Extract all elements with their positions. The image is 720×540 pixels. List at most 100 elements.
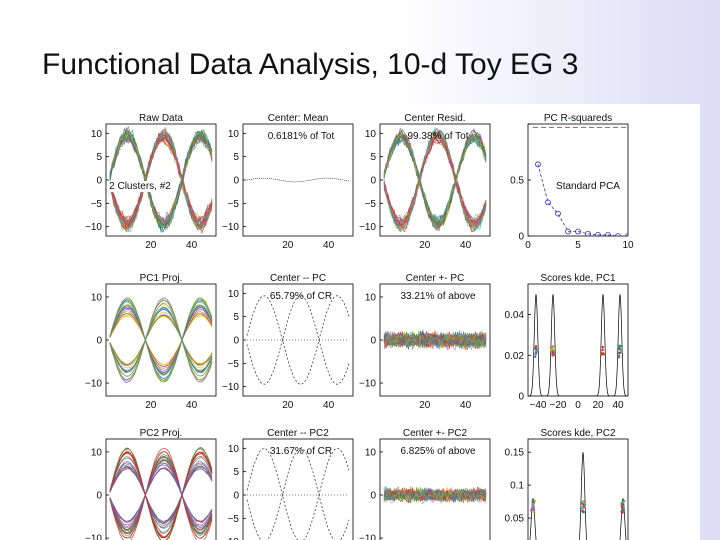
projection-curve xyxy=(109,464,213,526)
projection-curve xyxy=(109,300,213,380)
data-curve xyxy=(109,133,213,226)
y-tick-label: 0 xyxy=(96,176,102,187)
x-tick-label: 40 xyxy=(186,240,198,251)
y-tick-label: 0 xyxy=(370,491,376,502)
rsq-point xyxy=(615,233,621,236)
y-tick-label: −10 xyxy=(359,379,376,390)
projection-curve xyxy=(109,451,213,539)
x-tick-label: 40 xyxy=(612,400,624,411)
panel-p12: Center: Mean 10 5 0 −5 −10 20 40 0.6181% of Tot xyxy=(222,113,354,251)
pc-curve xyxy=(246,448,350,540)
data-curve xyxy=(383,132,487,228)
y-tick-label: 0.15 xyxy=(505,448,525,459)
projection-curve xyxy=(109,467,213,524)
projection-curve xyxy=(109,462,213,529)
panel-plot-area xyxy=(528,294,628,396)
kde-curve xyxy=(528,294,628,396)
pc-curve xyxy=(246,295,350,385)
panel-p23: Center +- PC 10 0 −10 20 40 33.21% of above xyxy=(359,273,491,411)
data-curve xyxy=(383,133,487,222)
data-curve xyxy=(109,135,213,223)
projection-curve xyxy=(109,466,213,523)
data-curve xyxy=(109,132,213,229)
projection-curve xyxy=(109,299,213,381)
panel-annotation: 31.67% of CR xyxy=(270,446,332,457)
mean-curve xyxy=(246,177,350,183)
y-tick-label: 0.04 xyxy=(505,310,525,321)
score-point xyxy=(618,346,621,350)
score-point xyxy=(600,351,603,354)
y-tick-label: 0 xyxy=(518,232,524,243)
score-point xyxy=(534,347,538,351)
projection-curve xyxy=(109,304,213,376)
score-point xyxy=(580,507,584,510)
data-curve xyxy=(109,133,213,225)
y-tick-label: 10 xyxy=(228,289,240,300)
data-curve xyxy=(383,134,487,227)
data-curve xyxy=(109,126,213,234)
panel-title: Center: Mean xyxy=(268,113,329,124)
panel-plot-area xyxy=(529,452,627,540)
panel-p11: Raw Data 10 5 0 −5 −10 20 40 2 Clusters, #2 xyxy=(85,113,217,251)
projection-curve xyxy=(109,468,213,522)
data-curve xyxy=(109,130,213,227)
score-point xyxy=(531,500,534,504)
score-point xyxy=(620,506,624,509)
projection-curve xyxy=(109,467,213,522)
panel-annotation: 6.825% of above xyxy=(400,446,475,457)
data-curve xyxy=(109,134,213,220)
projection-curve xyxy=(109,311,213,369)
panel-title: Center +- PC xyxy=(406,273,465,284)
projection-curve xyxy=(109,463,213,527)
projection-curve xyxy=(109,306,213,373)
panel-annotation: 65.79% of CR xyxy=(270,291,332,302)
data-curve xyxy=(109,128,213,228)
projection-curve xyxy=(109,465,213,525)
panel-annotation: Standard PCA xyxy=(556,181,620,192)
data-curve xyxy=(383,137,487,224)
data-curve xyxy=(383,133,487,227)
y-tick-label: 5 xyxy=(233,467,239,478)
rsq-point xyxy=(545,199,551,206)
panel-p13: Center Resid. 10 5 0 −5 −10 20 40 99.38% of Tot xyxy=(359,113,491,251)
projection-curve xyxy=(109,458,213,532)
projection-curve xyxy=(109,300,213,381)
panel-annotation: 0.6181% of Tot xyxy=(268,131,335,142)
data-curve xyxy=(383,133,487,225)
data-curve xyxy=(109,134,213,225)
score-point xyxy=(533,499,537,502)
projection-curve xyxy=(109,315,213,366)
data-curve xyxy=(109,130,213,230)
data-curve xyxy=(383,135,487,226)
rsq-point xyxy=(575,228,581,235)
rsq-point xyxy=(555,210,561,217)
residual-curve xyxy=(383,489,487,504)
panel-plot-area xyxy=(109,297,213,383)
score-point xyxy=(583,506,586,509)
projection-curve xyxy=(109,447,213,540)
y-tick-label: 0 xyxy=(96,491,102,502)
score-point xyxy=(580,505,583,508)
y-tick-label: 0.05 xyxy=(505,514,525,525)
projection-curve xyxy=(109,460,213,531)
data-curve xyxy=(383,132,487,232)
projection-curve xyxy=(109,308,213,371)
x-tick-label: 0 xyxy=(575,400,581,411)
residual-curve xyxy=(383,330,487,349)
data-curve xyxy=(109,133,213,225)
data-curve xyxy=(383,132,487,230)
y-tick-label: 10 xyxy=(91,447,103,458)
data-curve xyxy=(109,129,213,231)
projection-curve xyxy=(109,456,213,534)
data-curve xyxy=(383,135,487,224)
score-point xyxy=(621,509,625,512)
data-curve xyxy=(383,135,487,221)
data-curve xyxy=(383,135,487,226)
y-tick-label: 10 xyxy=(228,444,240,455)
panel-title: PC R-squareds xyxy=(544,113,612,124)
y-tick-label: 0.02 xyxy=(505,351,525,362)
score-point xyxy=(532,511,536,514)
data-curve xyxy=(109,132,213,222)
projection-curve xyxy=(109,457,213,533)
kde-curve xyxy=(529,452,627,540)
